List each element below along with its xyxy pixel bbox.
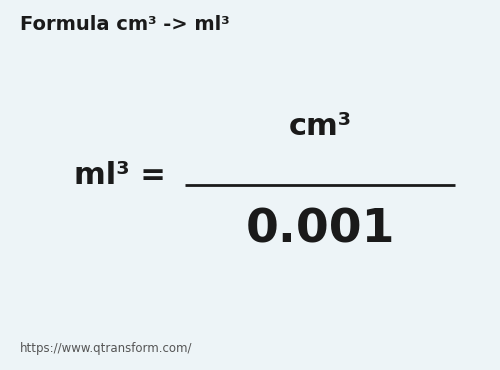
Text: https://www.qtransform.com/: https://www.qtransform.com/ [20,342,193,355]
Text: 0.001: 0.001 [245,207,395,252]
Text: cm³: cm³ [288,112,352,141]
Text: Formula cm³ -> ml³: Formula cm³ -> ml³ [20,15,230,34]
Text: ml³ =: ml³ = [74,161,166,190]
